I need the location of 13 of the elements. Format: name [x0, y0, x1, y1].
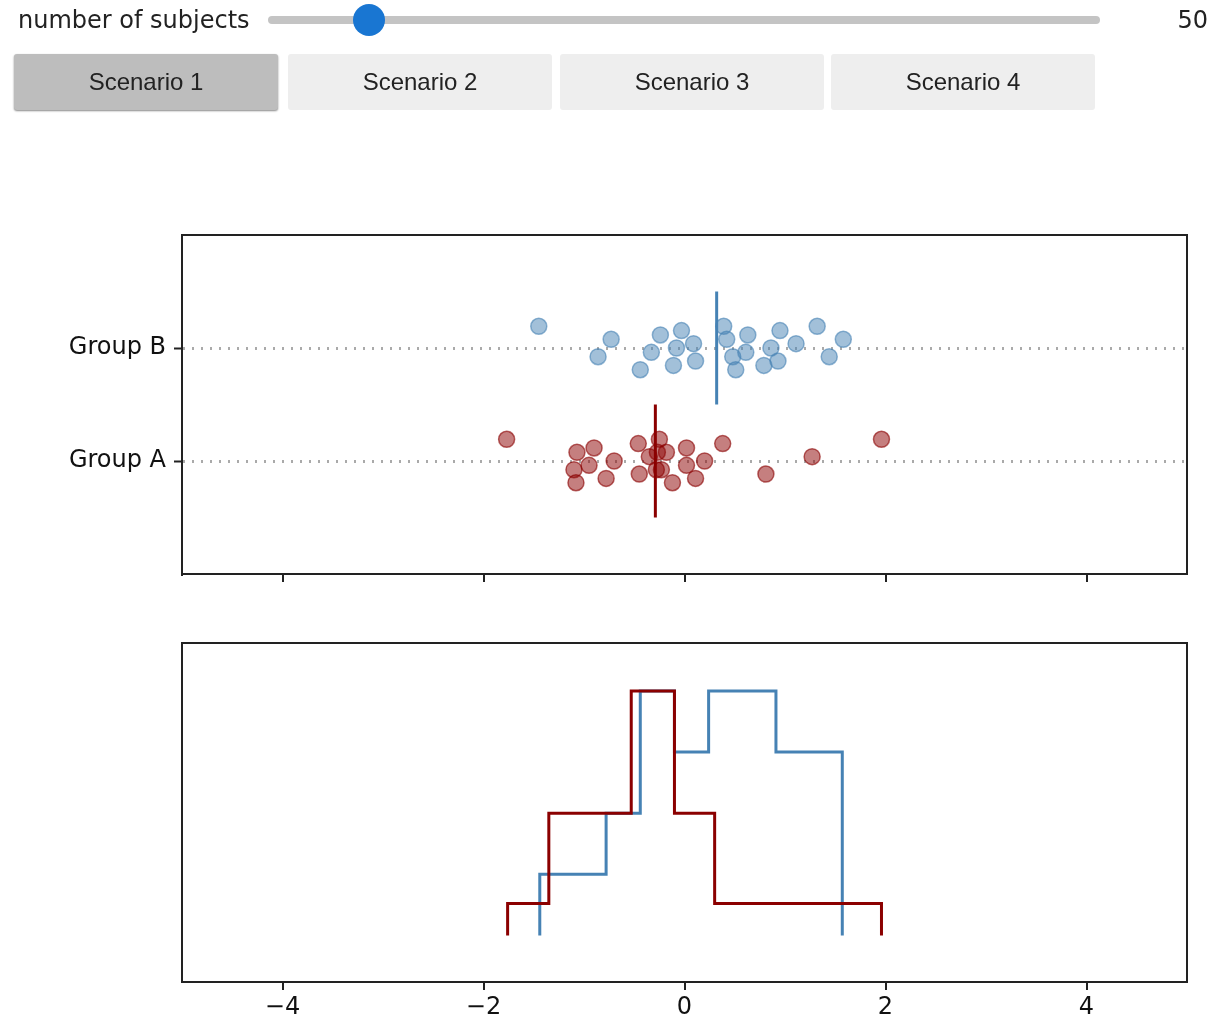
- x-tick-label: −4: [264, 991, 301, 1020]
- x-tick-label: 4: [1078, 991, 1095, 1020]
- text: Scenario 1: [14, 54, 278, 110]
- x-tick-label: 0: [676, 991, 693, 1020]
- text: Scenario 3: [560, 54, 824, 110]
- text: Scenario 4: [831, 54, 1095, 110]
- x-tick-label: 2: [877, 991, 894, 1020]
- text: Scenario 2: [288, 54, 552, 110]
- y-tick-label: Group A: [68, 445, 167, 474]
- text: 50: [1177, 6, 1208, 34]
- x-tick-label: −2: [465, 991, 502, 1020]
- y-tick-label: Group B: [68, 332, 166, 361]
- text: number of subjects: [18, 6, 250, 34]
